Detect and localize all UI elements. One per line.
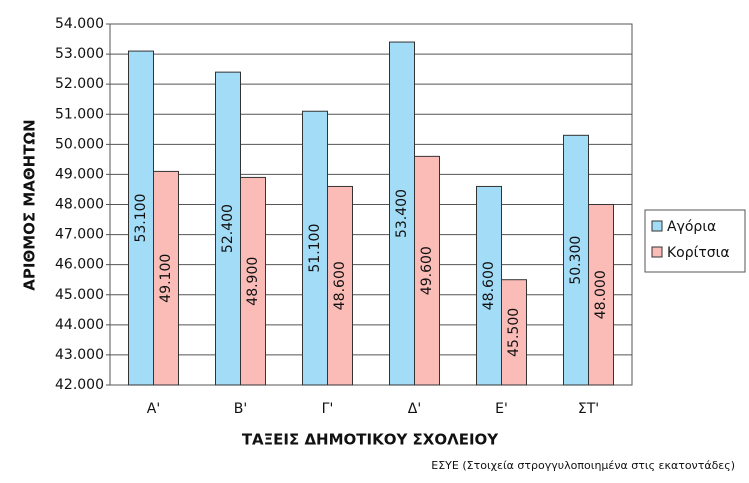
legend-label: Κορίτσια <box>667 245 730 261</box>
x-tick-label: Ε' <box>495 401 508 417</box>
value-label: 48.600 <box>481 261 497 310</box>
y-tick-label: 54.000 <box>55 16 104 32</box>
bar <box>414 155 440 386</box>
bar <box>476 185 502 386</box>
legend-swatch <box>651 220 663 232</box>
bar <box>215 71 241 386</box>
bar <box>240 176 266 386</box>
y-tick-label: 48.000 <box>55 197 104 213</box>
value-label: 53.100 <box>133 194 149 243</box>
x-tick-label: Δ' <box>408 401 421 417</box>
legend-box <box>644 209 746 273</box>
y-tick-label: 43.000 <box>55 347 104 363</box>
bar <box>302 110 328 386</box>
value-label: 48.900 <box>245 257 261 306</box>
y-tick-label: 45.000 <box>55 287 104 303</box>
value-label: 49.100 <box>158 254 174 303</box>
y-tick-label: 52.000 <box>55 76 104 92</box>
legend-label: Αγόρια <box>667 219 716 235</box>
bar <box>588 204 614 386</box>
value-label: 45.500 <box>506 308 522 357</box>
y-tick-label: 46.000 <box>55 257 104 273</box>
value-label: 48.000 <box>593 270 609 319</box>
value-label: 51.100 <box>307 224 323 273</box>
y-tick-label: 49.000 <box>55 166 104 182</box>
value-label: 50.300 <box>568 236 584 285</box>
x-axis-label: ΤΑΞΕΙΣ ΔΗΜΟΤΙΚΟΥ ΣΧΟΛΕΙΟΥ <box>242 431 499 449</box>
x-tick-label: Β' <box>234 401 247 417</box>
y-axis-label: ΑΡΙΘΜΟΣ ΜΑΘΗΤΩΝ <box>21 119 39 290</box>
x-tick-label: ΣΤ' <box>578 401 599 417</box>
y-tick-label: 53.000 <box>55 46 104 62</box>
bar <box>327 185 353 386</box>
bar <box>153 170 179 386</box>
value-label: 53.400 <box>394 189 410 238</box>
y-tick-label: 42.000 <box>55 377 104 393</box>
x-tick-label: Γ' <box>322 401 334 417</box>
value-label: 49.600 <box>419 246 435 295</box>
bar <box>501 279 527 386</box>
bar <box>128 50 154 386</box>
value-label: 48.600 <box>332 261 348 310</box>
value-label: 52.400 <box>220 204 236 253</box>
x-tick-label: Α' <box>147 401 160 417</box>
y-tick-label: 44.000 <box>55 317 104 333</box>
y-tick-label: 51.000 <box>55 106 104 122</box>
source-note: ΕΣΥΕ (Στοιχεία στρογγυλοποιημένα στις εκ… <box>431 459 735 472</box>
legend-swatch <box>651 246 663 258</box>
y-tick-label: 47.000 <box>55 227 104 243</box>
y-tick-label: 50.000 <box>55 136 104 152</box>
